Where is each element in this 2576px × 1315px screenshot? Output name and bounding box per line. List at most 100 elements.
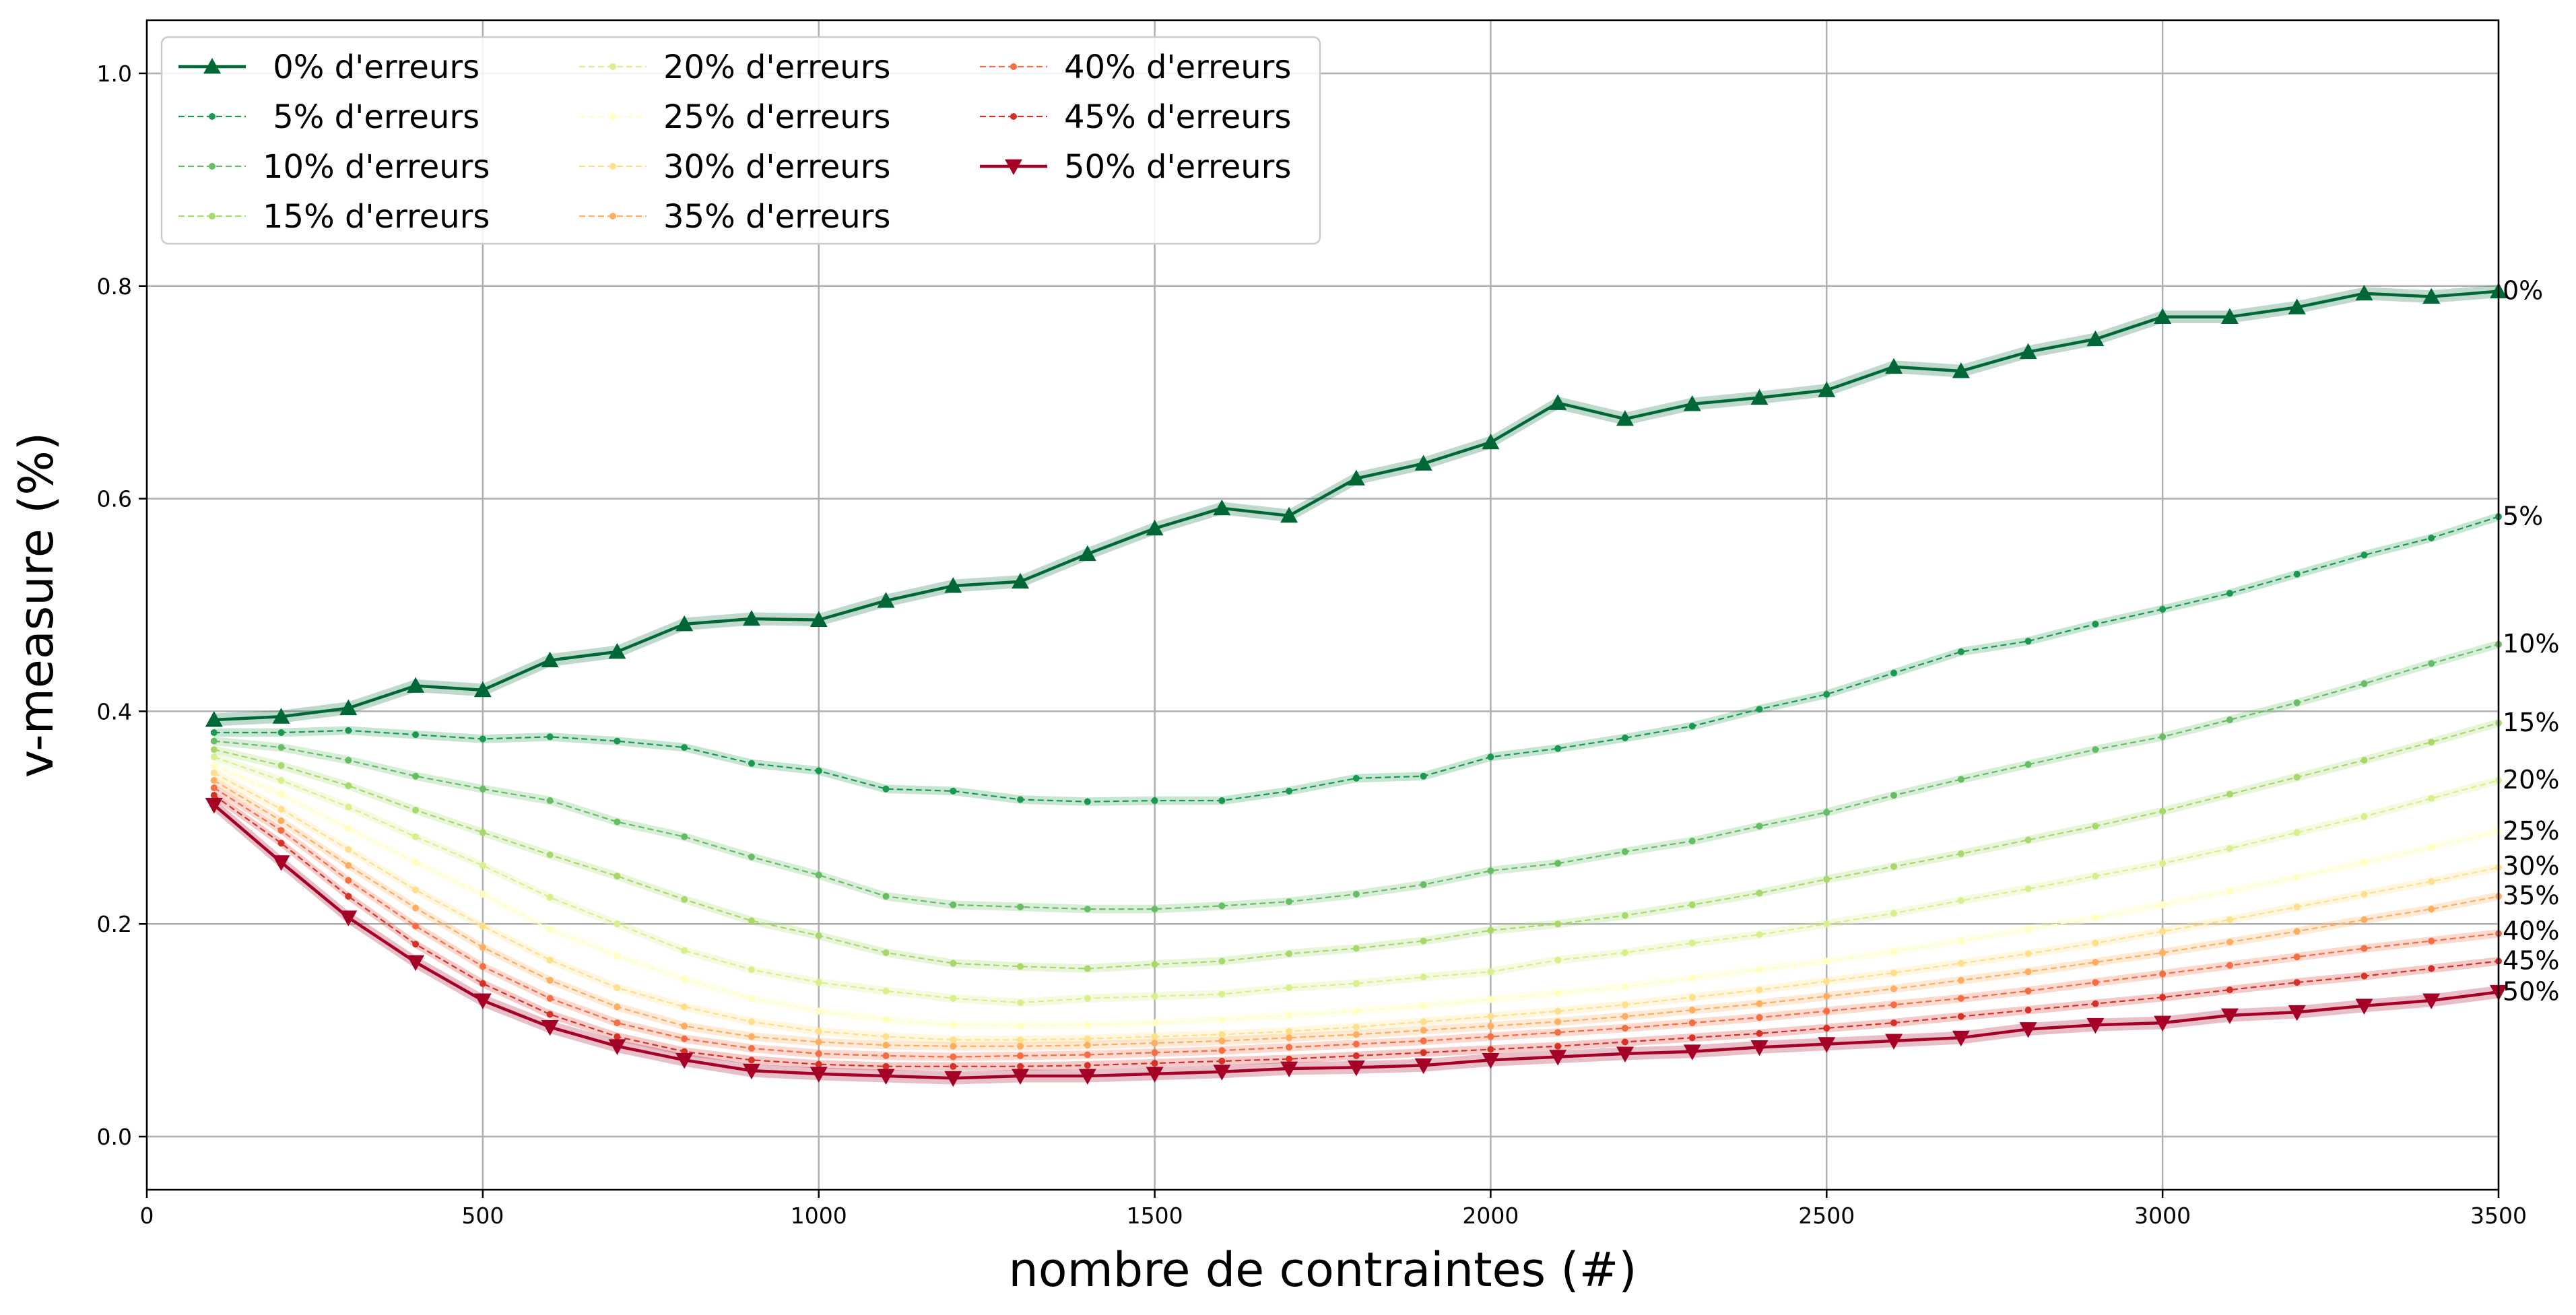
series-end-label: 25%: [2503, 816, 2559, 846]
data-point: [1554, 956, 1562, 964]
data-point: [1420, 1018, 1427, 1025]
data-point: [345, 757, 352, 764]
data-point: [1146, 1067, 1164, 1083]
data-point: [681, 976, 688, 983]
data-point: [1756, 822, 1763, 830]
data-point: [1352, 774, 1360, 782]
data-point: [412, 807, 420, 814]
series-end-label: 0%: [2503, 276, 2543, 306]
series-band-0: [213, 285, 2499, 727]
data-point: [479, 963, 486, 970]
y-tick-label: 0.6: [97, 486, 132, 512]
data-point: [479, 922, 486, 930]
data-point: [2226, 845, 2233, 852]
data-point: [1750, 389, 1769, 405]
data-point: [1280, 1061, 1298, 1077]
data-point: [1280, 506, 1298, 523]
data-point: [608, 1039, 626, 1055]
data-point: [2360, 680, 2368, 687]
x-tick-label: 3500: [2470, 1203, 2527, 1229]
data-point: [882, 1033, 890, 1040]
data-point: [2092, 822, 2099, 830]
data-point: [742, 1063, 760, 1080]
data-point: [2086, 1017, 2105, 1034]
data-point: [1688, 1007, 1696, 1014]
data-point: [2428, 795, 2435, 802]
data-point: [681, 744, 688, 751]
data-point: [882, 893, 890, 900]
data-point: [1554, 920, 1562, 928]
data-point: [1823, 1007, 1830, 1015]
series-line-1: [213, 516, 2499, 803]
data-point: [748, 1018, 755, 1025]
data-point: [1621, 1001, 1628, 1009]
data-point: [1823, 1024, 1830, 1032]
data-point: [1823, 809, 1830, 816]
data-point: [1823, 992, 1830, 1000]
data-point: [882, 949, 890, 956]
data-point: [2159, 860, 2167, 867]
data-point: [2086, 330, 2105, 347]
data-point: [412, 941, 420, 948]
data-point: [2092, 873, 2099, 880]
series-end-label: 10%: [2503, 629, 2559, 659]
data-point: [681, 947, 688, 954]
data-point: [1286, 1027, 1293, 1035]
data-point: [2220, 1008, 2239, 1025]
data-point: [614, 984, 621, 991]
data-point: [1554, 860, 1562, 867]
data-point: [1151, 961, 1158, 968]
series-line-7: [213, 780, 2499, 1047]
data-point: [210, 746, 218, 753]
data-point: [1213, 499, 1231, 516]
data-point: [950, 959, 957, 967]
data-point: [1151, 992, 1158, 1000]
data-point: [1218, 1047, 1226, 1054]
data-point: [345, 893, 352, 900]
legend-marker: [1005, 159, 1022, 175]
data-point: [2226, 790, 2233, 798]
data-point: [2092, 979, 2099, 986]
data-point: [2428, 535, 2435, 542]
data-point: [614, 873, 621, 880]
data-point: [815, 871, 822, 879]
data-point: [205, 711, 223, 727]
data-point: [1756, 889, 1763, 897]
data-point: [2360, 972, 2368, 980]
data-point: [2293, 570, 2301, 578]
data-point: [1218, 1031, 1226, 1038]
data-point: [1688, 901, 1696, 908]
data-point: [675, 1052, 694, 1069]
data-point: [1688, 1019, 1696, 1027]
data-point: [2293, 774, 2301, 781]
data-point: [1756, 1000, 1763, 1007]
data-point: [815, 1007, 822, 1015]
data-point: [2019, 1022, 2037, 1038]
legend-label: 45% d'erreurs: [1064, 98, 1291, 136]
data-point: [541, 651, 559, 668]
data-point: [1017, 903, 1024, 910]
data-point: [882, 1063, 890, 1070]
data-point: [2428, 739, 2435, 746]
data-point: [2226, 716, 2233, 724]
data-point: [748, 853, 755, 861]
data-point: [2024, 1007, 2032, 1014]
data-point: [2293, 903, 2301, 910]
data-point: [2154, 1015, 2172, 1032]
legend-label: 30% d'erreurs: [663, 148, 890, 186]
data-point: [210, 753, 218, 761]
data-point: [1420, 937, 1427, 945]
data-point: [1487, 1046, 1494, 1053]
data-point: [1823, 978, 1830, 985]
data-point: [950, 1042, 957, 1050]
legend-label: 0% d'erreurs: [263, 48, 480, 86]
data-point: [479, 862, 486, 869]
data-point: [277, 777, 285, 784]
data-point: [412, 904, 420, 912]
data-point: [1487, 1022, 1494, 1030]
data-point: [1890, 792, 1898, 799]
legend-label: 20% d'erreurs: [663, 48, 890, 86]
data-point: [473, 993, 492, 1009]
data-point: [345, 727, 352, 734]
data-point: [2154, 308, 2172, 324]
